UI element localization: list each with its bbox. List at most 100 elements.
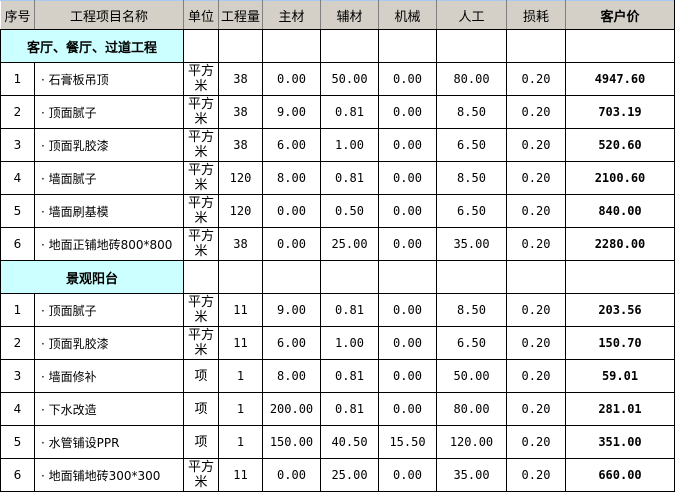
cell-item-name[interactable]: · 水管铺设PPR [34,425,184,459]
cell-machinery[interactable]: 0.00 [378,458,437,492]
cell-loss[interactable]: 0.20 [506,194,566,228]
cell-quantity[interactable]: 11 [218,458,263,492]
cell-unit[interactable]: 平方米 [183,194,219,228]
cell-machinery[interactable]: 0.00 [378,392,437,426]
header-quantity[interactable]: 工程量 [218,0,263,30]
cell-machinery[interactable]: 0.00 [378,62,437,96]
cell-unit[interactable]: 项 [183,392,219,426]
cell-customer-price[interactable]: 2280.00 [565,227,675,261]
cell-main-material[interactable]: 150.00 [262,425,321,459]
cell-unit[interactable]: 平方米 [183,161,219,195]
empty-cell[interactable] [565,29,675,63]
cell-unit[interactable]: 平方米 [183,326,219,360]
cell-seq[interactable]: 3 [0,128,35,162]
cell-main-material[interactable]: 200.00 [262,392,321,426]
cell-labor[interactable]: 80.00 [436,392,507,426]
cell-main-material[interactable]: 0.00 [262,227,321,261]
cell-item-name[interactable]: · 顶面腻子 [34,95,184,129]
cell-labor[interactable]: 8.50 [436,293,507,327]
cell-seq[interactable]: 2 [0,326,35,360]
empty-cell[interactable] [506,260,566,294]
cell-quantity[interactable]: 11 [218,293,263,327]
cell-main-material[interactable]: 9.00 [262,95,321,129]
header-item-name[interactable]: 工程项目名称 [34,0,184,30]
empty-cell[interactable] [378,29,437,63]
cell-machinery[interactable]: 0.00 [378,227,437,261]
cell-quantity[interactable]: 38 [218,128,263,162]
cell-customer-price[interactable]: 203.56 [565,293,675,327]
cell-labor[interactable]: 6.50 [436,326,507,360]
cell-loss[interactable]: 0.20 [506,392,566,426]
cell-machinery[interactable]: 0.00 [378,326,437,360]
cell-quantity[interactable]: 38 [218,95,263,129]
cell-seq[interactable]: 5 [0,425,35,459]
cell-quantity[interactable]: 120 [218,194,263,228]
cell-loss[interactable]: 0.20 [506,128,566,162]
cell-aux-material[interactable]: 0.81 [320,359,379,393]
cell-unit[interactable]: 平方米 [183,95,219,129]
cell-customer-price[interactable]: 351.00 [565,425,675,459]
empty-cell[interactable] [436,29,507,63]
header-customer-price[interactable]: 客户价 [565,0,675,30]
cell-unit[interactable]: 平方米 [183,227,219,261]
empty-cell[interactable] [183,29,219,63]
empty-cell[interactable] [218,260,263,294]
empty-cell[interactable] [218,29,263,63]
cell-customer-price[interactable]: 59.01 [565,359,675,393]
cell-customer-price[interactable]: 150.70 [565,326,675,360]
cell-loss[interactable]: 0.20 [506,227,566,261]
cell-unit[interactable]: 项 [183,359,219,393]
cell-unit[interactable]: 平方米 [183,62,219,96]
cell-machinery[interactable]: 0.00 [378,128,437,162]
cell-labor[interactable]: 50.00 [436,359,507,393]
empty-cell[interactable] [506,29,566,63]
cell-unit[interactable]: 平方米 [183,128,219,162]
cell-customer-price[interactable]: 2100.60 [565,161,675,195]
cell-customer-price[interactable]: 703.19 [565,95,675,129]
cell-quantity[interactable]: 1 [218,425,263,459]
cell-quantity[interactable]: 38 [218,227,263,261]
cell-aux-material[interactable]: 50.00 [320,62,379,96]
cell-machinery[interactable]: 0.00 [378,161,437,195]
cell-loss[interactable]: 0.20 [506,95,566,129]
cell-aux-material[interactable]: 0.81 [320,161,379,195]
cell-customer-price[interactable]: 660.00 [565,458,675,492]
header-machinery[interactable]: 机械 [378,0,437,30]
cell-aux-material[interactable]: 0.81 [320,95,379,129]
cell-loss[interactable]: 0.20 [506,62,566,96]
cell-aux-material[interactable]: 25.00 [320,227,379,261]
cell-machinery[interactable]: 0.00 [378,194,437,228]
cell-seq[interactable]: 5 [0,194,35,228]
cell-item-name[interactable]: · 顶面乳胶漆 [34,326,184,360]
cell-machinery[interactable]: 15.50 [378,425,437,459]
cell-item-name[interactable]: · 地面铺地砖300*300 [34,458,184,492]
cell-labor[interactable]: 8.50 [436,95,507,129]
cell-main-material[interactable]: 6.00 [262,128,321,162]
cell-main-material[interactable]: 9.00 [262,293,321,327]
cell-customer-price[interactable]: 281.01 [565,392,675,426]
cell-main-material[interactable]: 8.00 [262,359,321,393]
cell-aux-material[interactable]: 0.81 [320,392,379,426]
cell-loss[interactable]: 0.20 [506,161,566,195]
cell-labor[interactable]: 6.50 [436,128,507,162]
cell-item-name[interactable]: · 地面正铺地砖800*800 [34,227,184,261]
empty-cell[interactable] [436,260,507,294]
cell-seq[interactable]: 2 [0,95,35,129]
cell-machinery[interactable]: 0.00 [378,359,437,393]
cell-item-name[interactable]: · 墙面修补 [34,359,184,393]
cell-labor[interactable]: 35.00 [436,458,507,492]
cell-quantity[interactable]: 11 [218,326,263,360]
cell-labor[interactable]: 120.00 [436,425,507,459]
cell-customer-price[interactable]: 520.60 [565,128,675,162]
cell-unit[interactable]: 平方米 [183,458,219,492]
cell-item-name[interactable]: · 顶面腻子 [34,293,184,327]
cell-seq[interactable]: 6 [0,458,35,492]
cell-seq[interactable]: 6 [0,227,35,261]
cell-seq[interactable]: 1 [0,62,35,96]
cell-quantity[interactable]: 38 [218,62,263,96]
cell-loss[interactable]: 0.20 [506,326,566,360]
header-main-material[interactable]: 主材 [262,0,321,30]
cell-quantity[interactable]: 1 [218,392,263,426]
cell-loss[interactable]: 0.20 [506,293,566,327]
cell-seq[interactable]: 1 [0,293,35,327]
